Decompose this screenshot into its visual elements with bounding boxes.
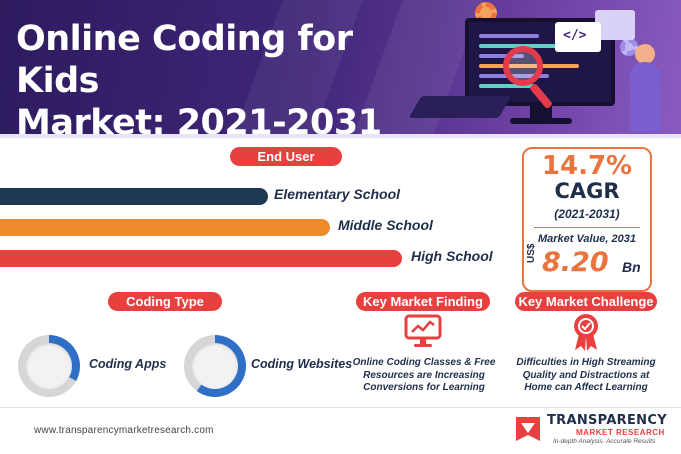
header-illustration: </> xyxy=(395,0,681,138)
cagr-period: (2021-2031) xyxy=(554,207,620,221)
cagr-rate: 14.7% xyxy=(541,151,633,181)
market-value-label: Market Value, 2031 xyxy=(537,233,637,245)
coding-websites-donut xyxy=(184,335,246,397)
end-user-label-middle: Middle School xyxy=(338,217,433,233)
footer-url-link[interactable]: www.transparencymarketresearch.com xyxy=(34,425,214,436)
company-logo-icon xyxy=(516,417,540,441)
gear-icon xyxy=(620,38,638,56)
finding-line-2: Resources are Increasing xyxy=(363,369,485,381)
header-banner: Online Coding for Kids Market: 2021-2031… xyxy=(0,0,681,138)
person-head-icon xyxy=(635,44,655,64)
cagr-divider xyxy=(534,227,640,228)
cagr-panel: 14.7% CAGR (2021-2031) Market Value, 203… xyxy=(522,147,652,292)
monitor-stand xyxy=(530,106,552,120)
market-value-number: 8.20 xyxy=(542,247,609,278)
end-user-label-high: High School xyxy=(411,248,493,264)
code-card-icon xyxy=(555,22,601,52)
brand-name: TRANSPARENCY xyxy=(547,413,667,428)
footer-divider xyxy=(0,407,681,408)
brand-subtitle: MARKET RESEARCH xyxy=(576,428,665,437)
title-line-2: Market: 2021-2031 xyxy=(16,103,382,138)
donut-hole xyxy=(192,343,238,389)
page-title: Online Coding for Kids Market: 2021-2031 xyxy=(16,18,396,138)
coding-apps-label: Coding Apps xyxy=(89,357,167,371)
finding-line-3: Conversions for Learning xyxy=(363,382,485,393)
key-market-finding-text: Online Coding Classes & Free Resources a… xyxy=(352,357,496,395)
end-user-bar-middle xyxy=(0,219,330,236)
monitor-graph-icon xyxy=(404,314,442,347)
code-card-icon xyxy=(595,10,635,40)
finding-line-1: Online Coding Classes & Free xyxy=(352,357,496,368)
coding-websites-label: Coding Websites xyxy=(251,357,353,371)
keyboard-icon xyxy=(408,96,512,118)
end-user-bar-high xyxy=(0,250,402,267)
code-brackets-icon: </> xyxy=(563,28,587,43)
key-market-finding-pill: Key Market Finding xyxy=(356,292,490,311)
header-divider xyxy=(0,134,681,138)
market-value-unit: Bn xyxy=(622,259,641,275)
challenge-line-3: Home can Affect Learning xyxy=(524,382,648,393)
end-user-bar-elementary xyxy=(0,188,268,205)
challenge-line-1: Difficulties in High Streaming xyxy=(516,357,656,368)
end-user-pill: End User xyxy=(230,147,342,166)
donut-hole xyxy=(26,343,72,389)
cagr-label: CAGR xyxy=(554,179,620,203)
coding-type-pill: Coding Type xyxy=(108,292,222,311)
magnifier-icon xyxy=(503,46,543,86)
title-line-1: Online Coding for Kids xyxy=(16,19,353,101)
monitor-base xyxy=(510,118,572,124)
person-icon xyxy=(630,62,660,132)
key-market-challenge-pill: Key Market Challenge xyxy=(515,292,657,311)
end-user-label-elementary: Elementary School xyxy=(274,186,401,202)
key-market-challenge-text: Difficulties in High Streaming Quality a… xyxy=(511,357,661,395)
market-value-currency: US$ xyxy=(526,243,537,263)
challenge-line-2: Quality and Distractions at xyxy=(522,369,650,381)
brand-tagline: In-depth Analysis. Accurate Results xyxy=(553,438,656,445)
award-ribbon-icon xyxy=(574,314,598,351)
coding-apps-donut xyxy=(18,335,80,397)
